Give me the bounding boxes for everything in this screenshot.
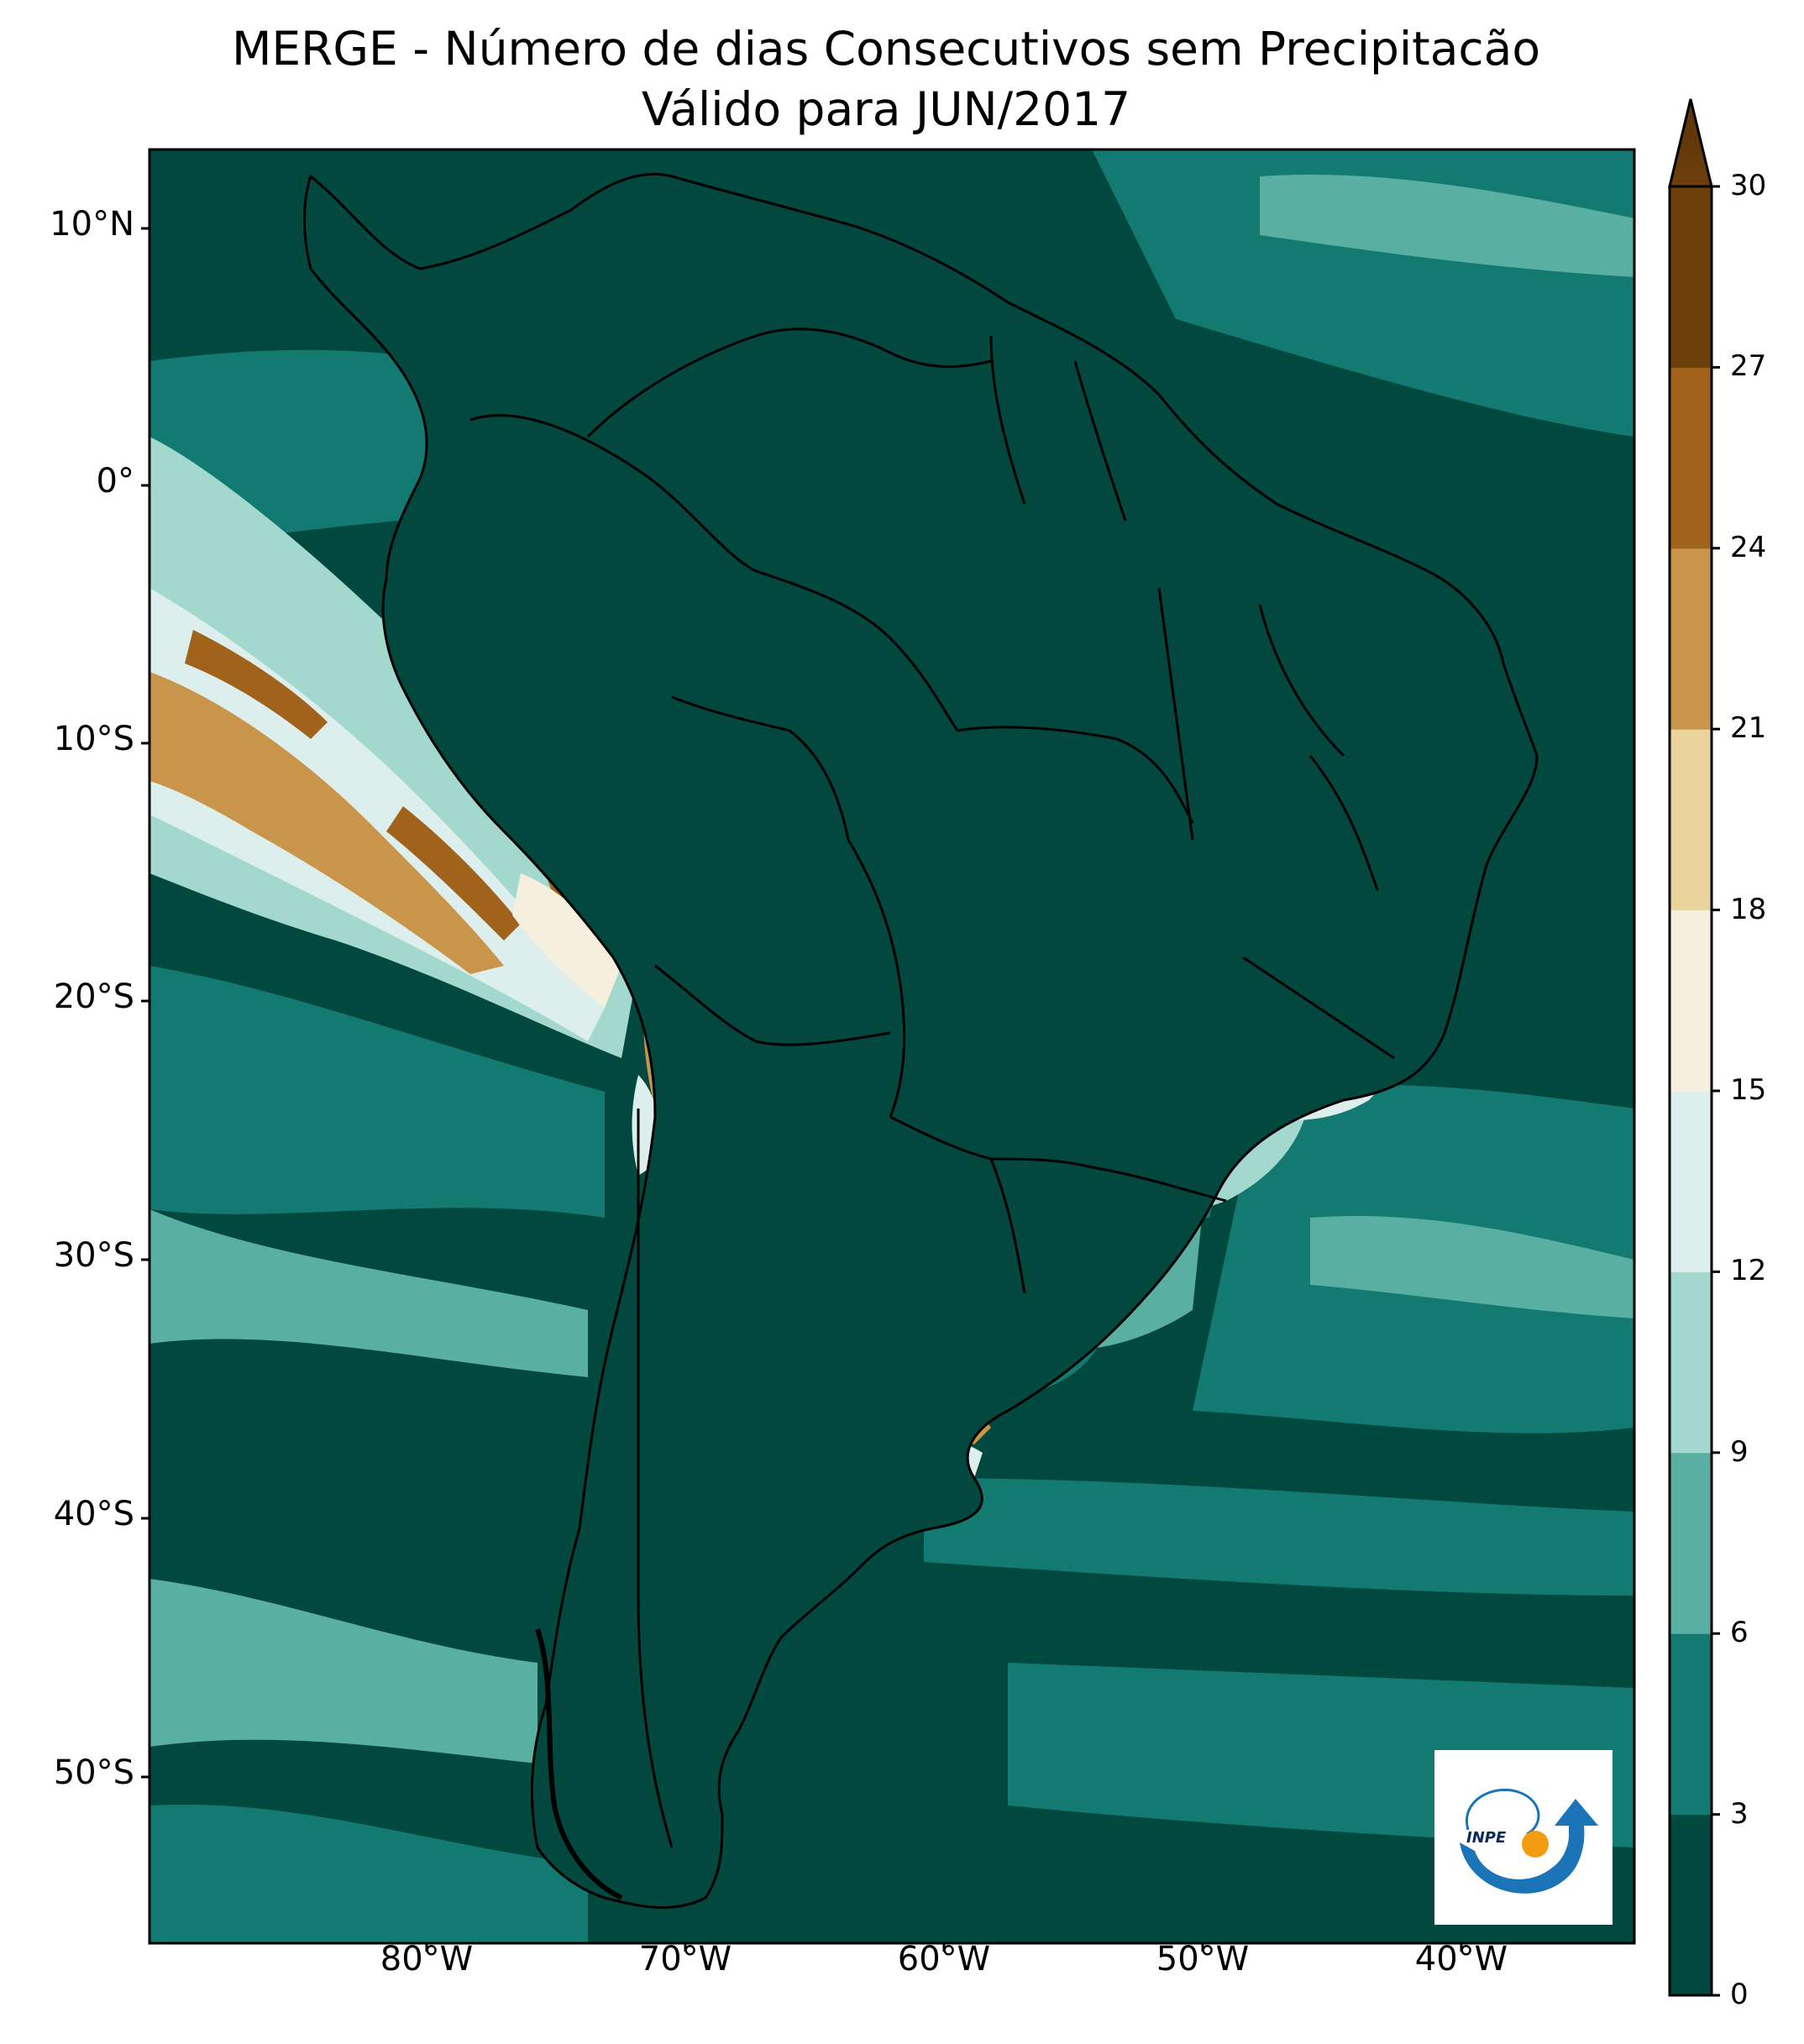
colorbar-segment-3	[1670, 1271, 1712, 1454]
lat-label-10n: 10°N	[50, 205, 134, 244]
logo-orbit-line	[1465, 1788, 1540, 1836]
ocean-band-pacific-light	[149, 1209, 588, 1377]
lat-label-30s: 30°S	[53, 1236, 134, 1275]
colorbar-segment-4	[1670, 1091, 1712, 1272]
ocean-band-atlantic-light	[1260, 175, 1634, 277]
lat-label-50s: 50°S	[53, 1753, 134, 1792]
lat-ticks	[141, 227, 149, 1779]
colorbar-segments	[1670, 186, 1712, 1996]
colorbar-label-21: 21	[1730, 711, 1767, 745]
ocean-band-atlantic-south	[924, 1478, 1634, 1596]
logo-text: INPE	[1466, 1829, 1507, 1847]
lon-label-70w: 70°W	[638, 1940, 732, 1978]
lon-ticks	[425, 1943, 1463, 1952]
logo-sun	[1522, 1831, 1549, 1858]
colorbar-label-3: 3	[1730, 1797, 1749, 1831]
ocean-band-pacific-south	[149, 1579, 538, 1764]
colorbar-label-27: 27	[1730, 349, 1767, 383]
chile-fjords-coast	[535, 1628, 623, 1900]
colorbar-segment-2	[1670, 1452, 1712, 1634]
colorbar-label-18: 18	[1730, 893, 1767, 926]
lat-label-0: 0°	[96, 462, 134, 501]
lat-label-20s: 20°S	[53, 977, 134, 1016]
lat-label-40s: 40°S	[53, 1495, 134, 1533]
country-borders	[303, 172, 1539, 1910]
colorbar-label-15: 15	[1730, 1073, 1767, 1107]
lat-label-10s: 10°S	[53, 720, 134, 758]
map-subtitle: Válido para JUN/2017	[641, 82, 1131, 136]
map-area	[149, 149, 1634, 1943]
colorbar-segment-6	[1670, 729, 1712, 911]
lon-label-80w: 80°W	[380, 1940, 474, 1978]
colorbar-segment-1	[1670, 1633, 1712, 1816]
inpe-logo: INPE	[1434, 1750, 1613, 1925]
map-frame	[148, 148, 1636, 1945]
colorbar-label-6: 6	[1730, 1616, 1749, 1649]
colorbar-label-0: 0	[1730, 1978, 1749, 2011]
lon-label-50w: 50°W	[1156, 1940, 1250, 1978]
logo-arrow	[1555, 1799, 1598, 1842]
colorbar-label-24: 24	[1730, 531, 1767, 564]
peru-pale	[512, 873, 621, 1008]
lon-label-40w: 40°W	[1414, 1940, 1508, 1978]
colorbar-label-30: 30	[1730, 169, 1767, 202]
colorbar-segment-5	[1670, 909, 1712, 1092]
pacific-dry-patch-2	[386, 806, 521, 941]
ocean-band-atlantic-light2	[1310, 1216, 1634, 1318]
colorbar-segment-7	[1670, 548, 1712, 730]
lon-label-60w: 60°W	[897, 1940, 991, 1978]
colorbar-label-9: 9	[1730, 1435, 1749, 1469]
colorbar-extend-arrow	[1668, 98, 1713, 188]
ocean-band-far-south	[149, 1804, 588, 1943]
colorbar-segment-9	[1670, 186, 1712, 368]
pacific-dry-patch-1	[185, 630, 328, 739]
map-title: MERGE - Número de dias Consecutivos sem …	[231, 22, 1541, 76]
logo-swoosh	[1460, 1826, 1585, 1894]
colorbar-ticks	[1712, 185, 1720, 1997]
ocean-band-pacific-mid	[149, 966, 605, 1218]
colorbar-label-12: 12	[1730, 1254, 1767, 1287]
colorbar-segment-0	[1670, 1814, 1712, 1996]
colorbar-segment-8	[1670, 367, 1712, 549]
pacific-dry-tongue-core	[149, 672, 504, 974]
colorbar	[1668, 98, 1720, 1997]
